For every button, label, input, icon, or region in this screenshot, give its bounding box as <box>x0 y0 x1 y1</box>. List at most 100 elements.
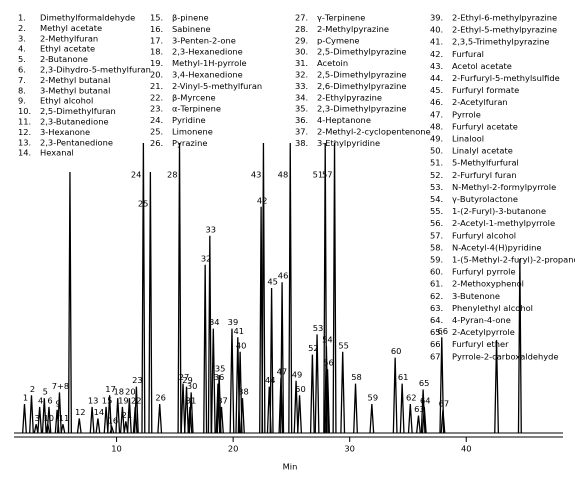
peak-label: 23 <box>132 375 143 385</box>
legend-name: γ-Terpinene <box>317 13 365 23</box>
legend-name: Furfuryl formate <box>452 85 519 95</box>
peak-label: 3 <box>35 413 40 423</box>
peak-label: 6 <box>47 395 52 405</box>
peak <box>269 287 274 434</box>
peak <box>203 264 208 434</box>
legend-number: 5. <box>18 54 26 64</box>
peak-label: 46 <box>278 271 289 281</box>
legend-number: 3. <box>18 33 26 43</box>
peak-label: 58 <box>351 372 362 382</box>
legend-number: 64. <box>430 315 443 325</box>
peak-label: 9 <box>55 398 60 408</box>
legend-number: 21. <box>150 81 163 91</box>
peak <box>37 406 43 434</box>
peak <box>278 377 284 434</box>
legend-number: 29. <box>295 35 308 45</box>
legend-number: 28. <box>295 24 308 34</box>
legend-name: β-Myrcene <box>172 92 216 102</box>
peak <box>323 345 329 434</box>
legend-name: 2-Methylpyrazine <box>317 24 389 34</box>
peak-label: 19 <box>118 395 129 405</box>
peak-label: 32 <box>201 253 212 263</box>
legend-number: 65. <box>430 327 443 337</box>
peak <box>103 406 109 434</box>
legend-number: 46. <box>430 97 443 107</box>
peak <box>219 406 224 434</box>
legend-name: 2-Acetylpyrrole <box>452 327 515 337</box>
peak <box>187 406 193 434</box>
legend-number: 30. <box>295 47 308 57</box>
peak <box>494 340 500 434</box>
legend-name: Sabinene <box>172 24 211 34</box>
legend-number: 42. <box>430 49 443 59</box>
peak <box>369 403 375 434</box>
legend-number: 12. <box>18 127 31 137</box>
peak-label: 40 <box>236 340 247 350</box>
peak <box>115 398 121 434</box>
legend-number: 49. <box>430 134 443 144</box>
peak-label: 10 <box>44 413 55 423</box>
peak <box>60 424 66 434</box>
legend-name: 2-Furfuryl furan <box>452 170 517 180</box>
legend-name: α-Terpinene <box>172 104 221 114</box>
legend-name: Furfuryl acetate <box>452 121 518 131</box>
peak <box>76 418 82 434</box>
legend-name: 2,3-Dimethylpyrazine <box>317 104 407 114</box>
legend-name: 4-Heptanone <box>317 115 371 125</box>
legend-name: 2-Methoxyphenol <box>452 279 524 289</box>
legend-number: 55. <box>430 206 443 216</box>
peak-label: 43 <box>251 170 262 180</box>
legend-name: Acetol acetate <box>452 61 512 71</box>
peak <box>107 395 113 434</box>
legend-name: 2,5-Dimethylpyrazine <box>317 70 407 80</box>
legend-name: 2,3-Pentanedione <box>40 137 113 147</box>
legend-name: Methyl-1H-pyrrole <box>172 58 247 68</box>
peak <box>293 380 299 434</box>
peak-label: 21 <box>122 410 133 420</box>
legend-number: 62. <box>430 291 443 301</box>
legend-name: Phenylethyl alcohol <box>452 303 533 313</box>
peak-label: 16 <box>108 416 119 426</box>
legend-name: 5-Methylfurfural <box>452 158 519 168</box>
legend-name: N-Methyl-2-formylpyrrole <box>452 182 556 192</box>
legend-name: 1-(5-Methyl-2-furyl)-2-propanone <box>452 255 575 265</box>
legend-number: 9. <box>18 96 26 106</box>
legend-number: 27. <box>295 13 308 23</box>
legend-number: 25. <box>150 127 163 137</box>
peak <box>420 389 426 434</box>
legend-name: 2-Acetyl-1-methylpyrrole <box>452 218 555 228</box>
peak-label: 52 <box>308 343 319 353</box>
legend-name: 2-Furfuryl-5-methylsulfide <box>452 73 560 83</box>
legend-number: 17. <box>150 35 163 45</box>
legend-name: 3-Hexanone <box>40 127 90 137</box>
peak-label: 11 <box>59 413 70 423</box>
legend-name: 3,4-Hexanedione <box>172 70 243 80</box>
peak <box>261 142 266 434</box>
peak <box>210 328 216 434</box>
peak-label: 66 <box>437 326 448 336</box>
peak <box>184 386 189 434</box>
x-tick-label: 20 <box>228 444 239 454</box>
peak <box>309 354 315 434</box>
legend-number: 37. <box>295 127 308 137</box>
peak <box>157 403 163 434</box>
legend-number: 24. <box>150 115 163 125</box>
peak <box>148 171 153 434</box>
x-tick-label: 10 <box>111 444 122 454</box>
legend-number: 45. <box>430 85 443 95</box>
peak-label: 47 <box>277 366 288 376</box>
peak-label: 50 <box>295 384 306 394</box>
peak <box>325 369 330 434</box>
legend-name: Dimethylformaldehyde <box>40 13 135 23</box>
legend-name: N-Acetyl-4(H)pyridine <box>452 242 542 252</box>
legend-number: 31. <box>295 58 308 68</box>
legend-number: 56. <box>430 218 443 228</box>
peak-label: 13 <box>88 395 99 405</box>
peak <box>89 406 95 434</box>
legend-name: Ethyl alcohol <box>40 96 93 106</box>
legend-name: Methyl acetate <box>40 23 102 33</box>
legend-name: 2,5-Dimethylfuran <box>40 106 116 116</box>
peak <box>215 383 221 434</box>
legend-number: 19. <box>150 58 163 68</box>
legend-name: 2-Butanone <box>40 54 88 64</box>
